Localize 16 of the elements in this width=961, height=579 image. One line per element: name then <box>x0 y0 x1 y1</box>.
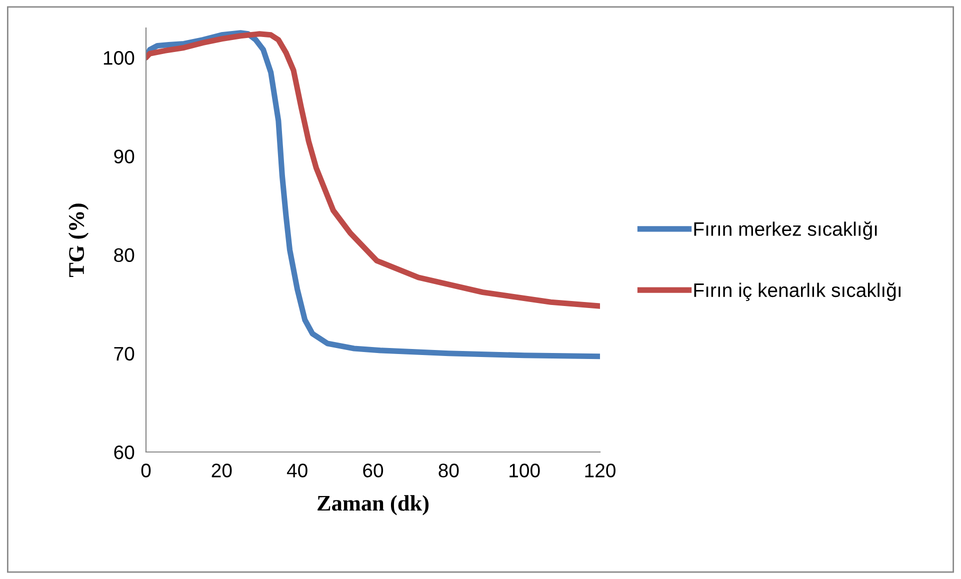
x-tick-label: 80 <box>438 464 459 478</box>
x-tick-label: 40 <box>286 464 308 478</box>
legend-label: Fırın merkez sıcaklığı <box>694 221 877 240</box>
legend-label: Fırın iç kenarlık sıcaklığı <box>694 282 900 302</box>
y-tick-label: 80 <box>114 248 134 262</box>
y-tick-label: 100 <box>104 51 134 65</box>
y-tick-label: 90 <box>114 150 134 164</box>
x-tick-label: 0 <box>141 464 151 478</box>
x-tick-label: 100 <box>510 464 540 478</box>
y-tick-label: 70 <box>114 346 134 361</box>
x-tick-label: 20 <box>212 464 232 478</box>
y-axis-title: TG (%) <box>68 204 89 277</box>
x-axis-title: Zaman (dk) <box>318 495 429 516</box>
x-tick-label: 60 <box>363 464 384 478</box>
x-tick-label: 120 <box>585 464 616 478</box>
y-tick-label: 60 <box>114 445 134 460</box>
